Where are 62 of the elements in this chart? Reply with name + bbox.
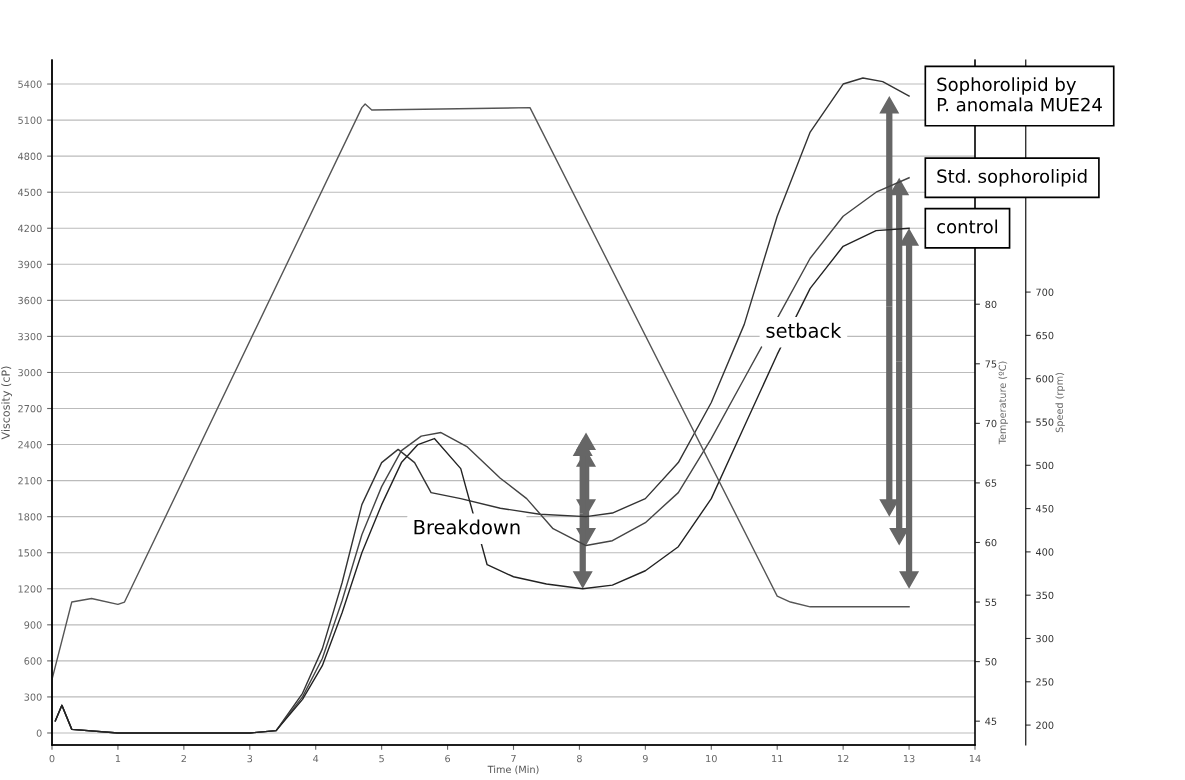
y-tick-label: 4500 <box>18 188 42 197</box>
y2-tick-label: 75 <box>985 360 997 368</box>
x-tick-label: 2 <box>181 754 186 763</box>
y-tick-label: 5400 <box>18 80 42 88</box>
y-tick-label: 2700 <box>18 404 42 413</box>
y-tick-label: 4200 <box>18 224 42 233</box>
y-tick-label: 900 <box>24 621 42 629</box>
y3-tick-label: 500 <box>1036 461 1054 470</box>
y2-tick-label: 55 <box>985 598 997 606</box>
y-tick-label: 4800 <box>18 152 42 160</box>
y2-tick-label: 50 <box>985 658 997 666</box>
y-tick-label: 0 <box>36 729 42 737</box>
y3-tick-label: 600 <box>1036 375 1054 383</box>
y2-axis-title: Temperature (ºC) <box>998 361 1008 445</box>
y-tick-label: 1200 <box>18 585 42 593</box>
y-tick-label: 5100 <box>18 116 42 124</box>
y3-tick-label: 700 <box>1036 288 1054 296</box>
y-axis-title: Viscosity (cP) <box>1 366 12 440</box>
y-tick-label: 3300 <box>18 332 42 341</box>
y-tick-label: 600 <box>24 657 42 665</box>
y3-axis-title: Speed (rpm) <box>1055 372 1065 433</box>
y2-tick-label: 70 <box>985 419 997 428</box>
x-tick-label: 8 <box>576 754 582 763</box>
x-tick-label: 7 <box>511 755 516 763</box>
x-tick-label: 1 <box>115 755 121 763</box>
series-label: Sophorolipid by P. anomala MUE24 <box>937 77 1102 112</box>
y2-tick-label: 60 <box>985 538 997 547</box>
series-label: control <box>937 219 998 234</box>
y-tick-label: 3000 <box>18 368 42 377</box>
x-tick-label: 4 <box>313 755 319 763</box>
y-tick-label: 300 <box>24 693 42 701</box>
y3-tick-label: 550 <box>1036 418 1054 426</box>
x-tick-label: 0 <box>49 754 55 763</box>
x-tick-label: 12 <box>838 754 849 763</box>
x-tick-label: 3 <box>247 754 253 763</box>
x-tick-label: 5 <box>379 755 384 763</box>
y-tick-label: 1500 <box>18 549 42 557</box>
y-tick-label: 2100 <box>18 477 42 485</box>
y3-tick-label: 450 <box>1035 505 1054 513</box>
x-tick-label: 6 <box>445 754 451 763</box>
y2-tick-label: 65 <box>985 479 997 487</box>
y-tick-label: 1800 <box>18 513 42 521</box>
x-tick-label: 9 <box>642 754 648 763</box>
annotation: setback <box>766 322 842 338</box>
x-tick-label: 14 <box>969 755 981 763</box>
series-label: Std. sophorolipid <box>937 169 1087 187</box>
y-tick-label: 3600 <box>18 296 42 305</box>
y-tick-label: 3900 <box>18 260 42 269</box>
y3-tick-label: 250 <box>1036 678 1054 686</box>
y3-tick-label: 650 <box>1036 331 1054 340</box>
y2-tick-label: 80 <box>985 300 997 309</box>
y2-tick-label: 45 <box>985 717 997 726</box>
x-tick-label: 11 <box>772 755 783 763</box>
y3-tick-label: 400 <box>1035 548 1054 556</box>
y-tick-label: 2400 <box>18 441 42 449</box>
y3-tick-label: 200 <box>1036 721 1054 729</box>
x-axis-title: Time (Min) <box>487 765 539 775</box>
y3-tick-label: 300 <box>1036 634 1054 643</box>
x-tick-label: 10 <box>706 754 717 763</box>
x-tick-label: 13 <box>903 754 915 763</box>
y3-tick-label: 350 <box>1036 591 1054 600</box>
annotation: Breakdown <box>414 519 520 535</box>
